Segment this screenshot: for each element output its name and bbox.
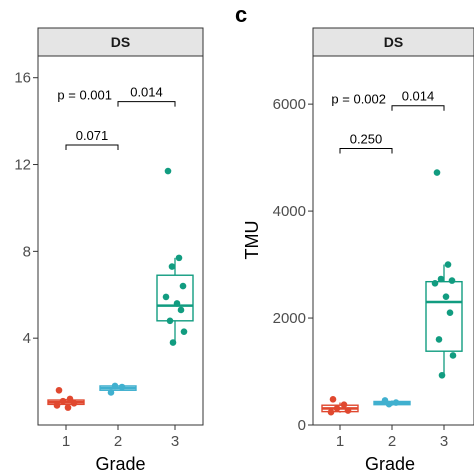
significance-bracket bbox=[65, 144, 119, 150]
data-point bbox=[175, 254, 183, 262]
y-tick-label: 4000 bbox=[273, 203, 306, 220]
y-tick-label: 8 bbox=[23, 243, 31, 260]
data-point bbox=[327, 408, 335, 416]
data-point bbox=[442, 293, 450, 300]
significance-label: 0.014 bbox=[130, 85, 163, 100]
x-axis-title-c: Grade bbox=[365, 454, 415, 474]
significance-label: 0.071 bbox=[76, 128, 109, 143]
data-point bbox=[385, 400, 393, 408]
data-point bbox=[444, 261, 452, 268]
data-point bbox=[435, 336, 443, 343]
data-point bbox=[111, 382, 119, 390]
data-point bbox=[329, 396, 337, 403]
data-point bbox=[177, 306, 185, 314]
overall-p-label: p = 0.002 bbox=[331, 92, 386, 107]
data-point bbox=[344, 407, 352, 414]
panel-c: DS 0 2000 4000 6000 1 2 3 0.250 0.014 p = 0.002 G… bbox=[242, 27, 474, 474]
data-point bbox=[55, 386, 63, 394]
plot-panel-a bbox=[37, 55, 204, 426]
data-point bbox=[179, 282, 187, 290]
y-tick-label: 12 bbox=[14, 157, 31, 174]
data-point bbox=[70, 399, 78, 407]
plot-panel-c bbox=[312, 55, 474, 426]
x-tick-label: 3 bbox=[440, 433, 448, 450]
y-axis-title-c: TMU bbox=[242, 221, 262, 260]
data-point bbox=[66, 395, 74, 403]
strip-title-c: DS bbox=[384, 34, 403, 50]
box-iqr bbox=[156, 274, 194, 322]
y-tick-label: 6000 bbox=[273, 96, 306, 113]
significance-bracket bbox=[339, 148, 393, 154]
box-iqr bbox=[425, 280, 463, 352]
data-point bbox=[448, 277, 456, 284]
data-point bbox=[437, 275, 445, 283]
data-point bbox=[392, 399, 400, 406]
data-point bbox=[59, 397, 67, 405]
y-tick-label: 4 bbox=[23, 330, 31, 347]
data-point bbox=[333, 405, 341, 412]
x-tick-label: 3 bbox=[171, 433, 179, 450]
data-point bbox=[180, 328, 188, 335]
data-point bbox=[431, 279, 439, 287]
data-point bbox=[168, 263, 176, 270]
significance-bracket bbox=[117, 101, 176, 107]
y-tick-label: 0 bbox=[298, 417, 306, 434]
data-point bbox=[107, 389, 115, 396]
x-tick-label: 2 bbox=[114, 433, 122, 450]
x-axis-title-a: Grade bbox=[95, 454, 145, 474]
data-point bbox=[53, 402, 61, 409]
data-point bbox=[118, 383, 126, 391]
data-point bbox=[64, 404, 72, 411]
overall-p-label: p = 0.001 bbox=[57, 88, 112, 103]
y-tick-label: 2000 bbox=[273, 310, 306, 327]
data-point bbox=[433, 169, 441, 176]
data-point bbox=[340, 401, 348, 408]
strip-a bbox=[37, 27, 204, 57]
data-point bbox=[446, 309, 454, 316]
x-tick-label: 1 bbox=[336, 433, 344, 450]
marks-c: 0 2000 4000 6000 1 2 3 0.250 0.014 p = 0.002 bbox=[273, 89, 463, 450]
significance-label: 0.250 bbox=[350, 132, 383, 147]
data-point bbox=[166, 317, 174, 325]
significance-label: 0.014 bbox=[402, 89, 435, 104]
strip-c bbox=[312, 27, 474, 57]
data-point bbox=[164, 167, 172, 175]
x-tick-label: 2 bbox=[388, 433, 396, 450]
data-point bbox=[449, 352, 457, 359]
data-point bbox=[173, 300, 181, 307]
data-point bbox=[438, 371, 446, 379]
panel-letter: c bbox=[235, 2, 247, 27]
significance-bracket bbox=[391, 105, 445, 111]
x-tick-label: 1 bbox=[62, 433, 70, 450]
y-tick-label: 16 bbox=[14, 70, 31, 87]
data-point bbox=[162, 293, 170, 301]
strip-title-a: DS bbox=[111, 34, 130, 50]
data-point bbox=[169, 339, 177, 346]
